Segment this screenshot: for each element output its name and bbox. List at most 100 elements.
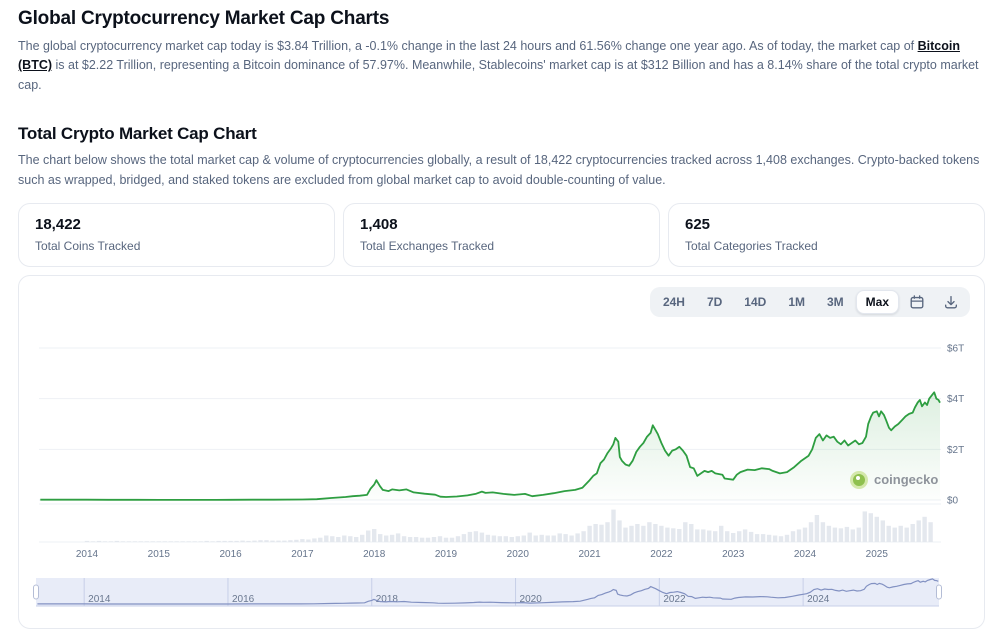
watermark-text: coingecko — [874, 472, 939, 488]
volume-bar — [802, 527, 808, 542]
volume-bar — [198, 541, 203, 542]
volume-bar — [252, 540, 257, 542]
volume-bar — [677, 528, 682, 542]
volume-bar — [384, 535, 389, 542]
volume-bar — [856, 527, 861, 542]
x-axis-label: 2019 — [435, 549, 458, 560]
volume-bar — [222, 540, 227, 542]
volume-bar — [318, 537, 323, 542]
range-button-7d[interactable]: 7D — [697, 290, 732, 314]
volume-bar — [395, 533, 401, 542]
range-button-3m[interactable]: 3M — [817, 290, 854, 314]
calendar-button[interactable] — [901, 290, 933, 314]
volume-bar — [850, 529, 855, 542]
volume-bar — [479, 532, 485, 542]
volume-bar — [372, 528, 377, 542]
volume-bar — [766, 534, 772, 542]
volume-bar — [892, 527, 897, 542]
volume-bar — [509, 536, 514, 542]
volume-bar — [611, 509, 616, 542]
volume-bar — [342, 535, 347, 542]
volume-bar — [916, 520, 921, 542]
market-cap-area — [40, 392, 941, 500]
volume-bar — [760, 533, 766, 542]
intro-paragraph: The global cryptocurrency market cap tod… — [18, 37, 985, 95]
x-axis-label: 2023 — [722, 549, 745, 560]
volume-bar — [413, 536, 419, 542]
volume-bar — [144, 541, 149, 542]
volume-bar — [862, 511, 867, 542]
range-button-14d[interactable]: 14D — [734, 290, 776, 314]
volume-bar — [910, 523, 915, 542]
volume-bar — [754, 533, 760, 542]
range-button-max[interactable]: Max — [855, 289, 899, 315]
chart-range-toolbar: 24H 7D 14D 1M 3M Max — [649, 286, 970, 318]
volume-bar — [330, 536, 335, 542]
market-cap-chart[interactable]: $6T $4T $2T $0 2014 2015 2016 2017 2018 2019 2020 2… — [19, 276, 984, 628]
chart-card: 24H 7D 14D 1M 3M Max — [18, 274, 985, 629]
volume-bar — [665, 527, 670, 542]
volume-bar — [551, 535, 556, 542]
volume-bar — [587, 525, 592, 542]
navigator-line — [37, 578, 939, 605]
navigator-year-label: 2022 — [663, 594, 686, 605]
stat-label: Total Categories Tracked — [685, 238, 818, 253]
volume-bar — [234, 540, 239, 542]
volume-bar — [348, 536, 353, 542]
volume-bar — [378, 533, 383, 542]
volume-bar — [240, 540, 245, 542]
navigator-handle-right[interactable] — [936, 584, 942, 600]
volume-bar — [174, 541, 179, 542]
volume-bar — [473, 531, 479, 542]
volume-bar — [324, 535, 329, 542]
volume-bar — [270, 540, 275, 542]
volume-bar — [485, 534, 491, 542]
navigator-selection[interactable] — [36, 577, 939, 606]
market-cap-line — [40, 391, 941, 501]
volume-bar — [922, 516, 927, 542]
volume-bar — [928, 522, 933, 542]
volume-bar — [150, 541, 155, 542]
volume-bar — [419, 537, 425, 542]
x-axis-label: 2020 — [507, 549, 530, 560]
x-axis-label: 2014 — [76, 549, 99, 560]
volume-bar — [689, 523, 694, 542]
volume-bar — [725, 531, 730, 542]
volume-bar — [312, 538, 317, 542]
volume-bar — [204, 540, 209, 542]
x-axis-label: 2021 — [578, 549, 601, 560]
stat-card-exchanges: 1,408 Total Exchanges Tracked — [343, 202, 660, 267]
x-axis-label: 2018 — [363, 549, 386, 560]
volume-bar — [114, 540, 120, 542]
volume-bar — [605, 522, 610, 542]
y-axis-label: $0 — [947, 495, 959, 506]
bitcoin-btc-link[interactable]: Bitcoin (BTC) — [18, 39, 960, 73]
x-axis-label: 2022 — [650, 549, 673, 560]
volume-bar — [461, 533, 467, 542]
volume-bar — [695, 529, 700, 542]
range-button-24h[interactable]: 24H — [653, 290, 695, 314]
volume-bar — [748, 531, 754, 542]
range-button-1m[interactable]: 1M — [778, 290, 815, 314]
volume-bar — [533, 535, 538, 542]
y-axis-label: $4T — [947, 394, 964, 405]
download-button[interactable] — [935, 290, 967, 314]
stats-row: 18,422 Total Coins Tracked 1,408 Total E… — [18, 202, 985, 267]
volume-bar — [886, 525, 891, 542]
volume-bar — [360, 534, 365, 542]
x-axis-label: 2016 — [219, 549, 242, 560]
navigator-year-label: 2016 — [232, 594, 255, 605]
volume-bar — [503, 536, 508, 542]
volume-bar — [366, 530, 371, 542]
volume-bar — [168, 541, 173, 542]
volume-bar — [599, 524, 604, 542]
volume-bar — [90, 541, 96, 542]
volume-bar — [401, 536, 407, 542]
volume-bar — [102, 541, 108, 542]
navigator-handle-left[interactable] — [33, 584, 39, 600]
volume-bar — [288, 540, 293, 542]
y-axis-label: $6T — [947, 343, 964, 354]
volume-bar — [808, 522, 814, 542]
coingecko-logo-icon — [850, 470, 868, 489]
volume-bar — [294, 539, 299, 542]
